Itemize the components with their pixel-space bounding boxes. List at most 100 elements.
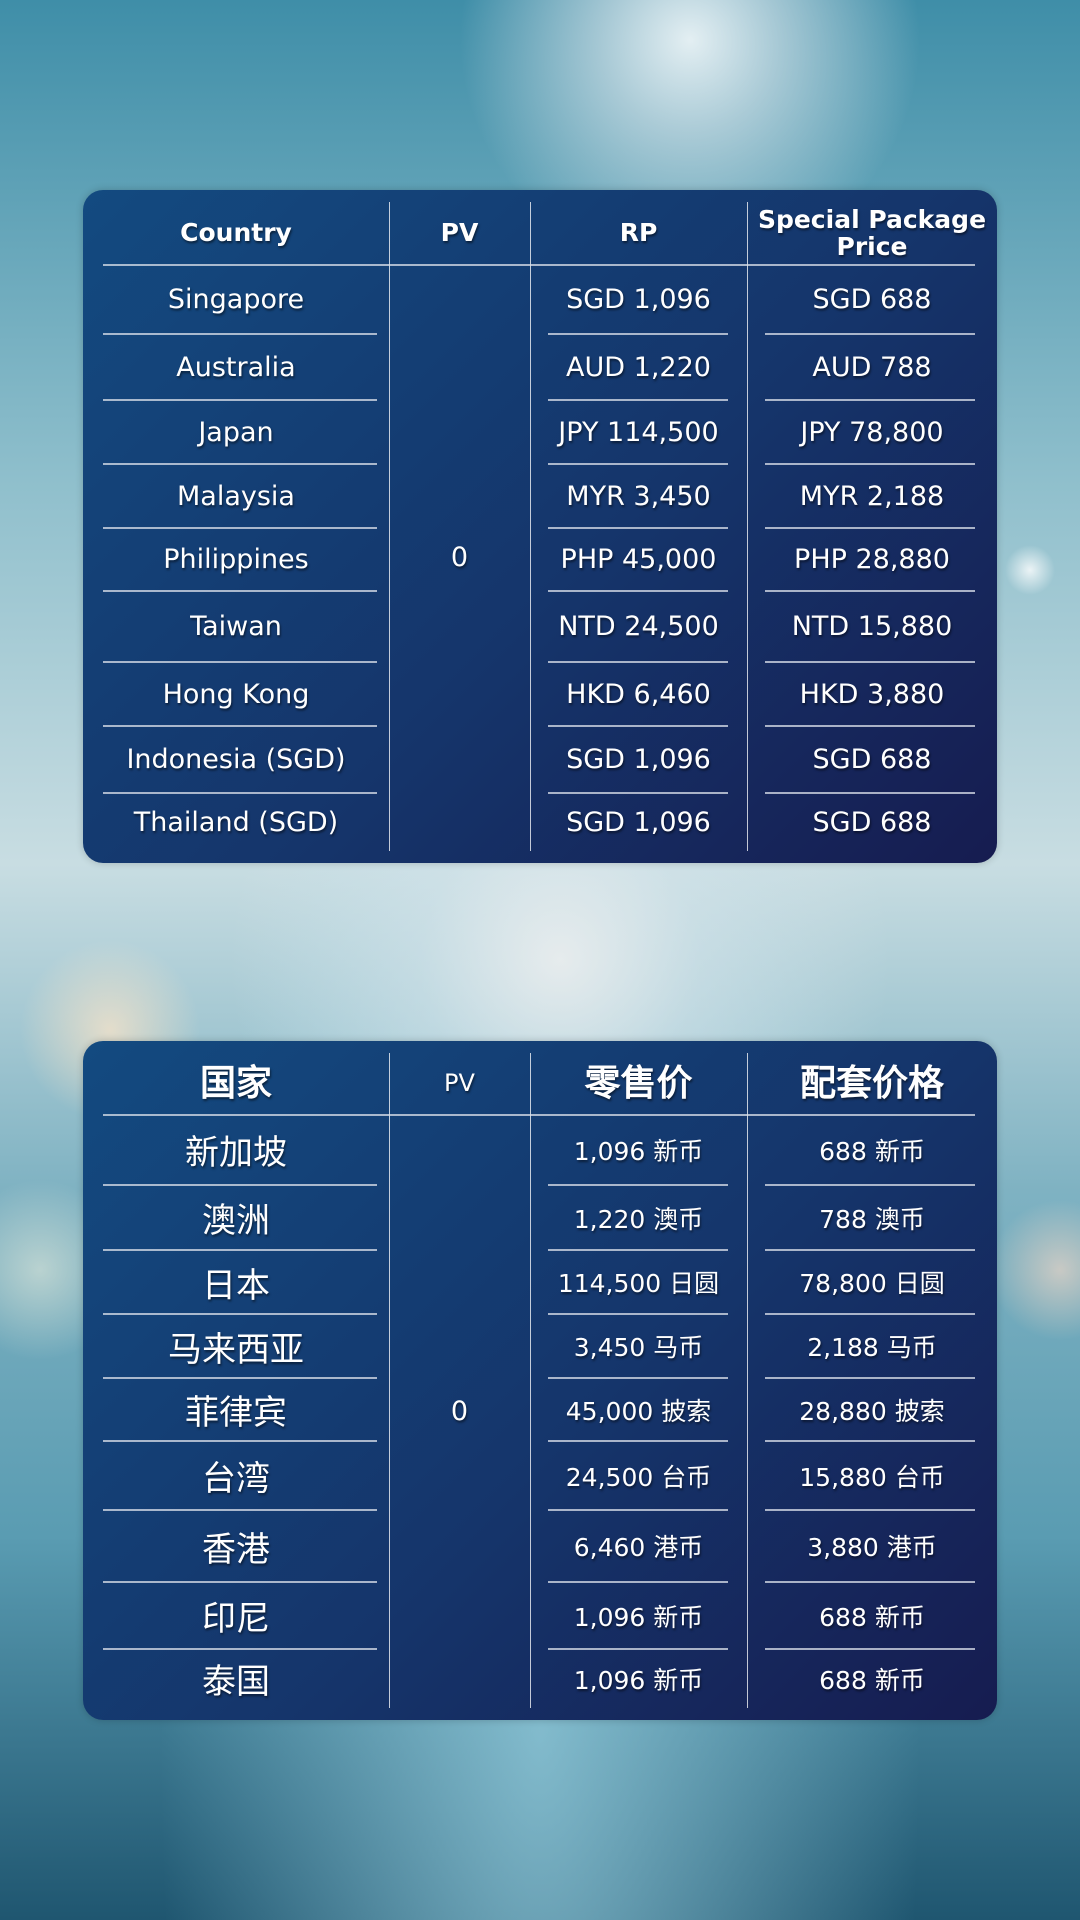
rp-cell: JPY 114,500 — [558, 416, 719, 448]
row-divider — [765, 1184, 975, 1186]
special-package-price-cell: 788 澳币 — [819, 1204, 925, 1234]
special-package-price-cell: 78,800 日圆 — [799, 1269, 945, 1298]
row-divider — [103, 1440, 377, 1442]
header-country: Country — [180, 218, 292, 248]
country-cell: Japan — [198, 416, 274, 448]
column-divider — [747, 202, 748, 851]
country-cell: 香港 — [202, 1529, 270, 1570]
country-cell: Hong Kong — [162, 678, 310, 710]
row-divider — [548, 1249, 728, 1251]
pv-value: 0 — [450, 1395, 469, 1427]
row-divider — [765, 333, 975, 335]
special-package-price-cell: NTD 15,880 — [791, 611, 953, 642]
header-pv: PV — [440, 218, 479, 248]
row-divider — [103, 590, 377, 592]
special-package-price-cell: SGD 688 — [812, 806, 932, 838]
column-divider — [389, 202, 390, 851]
row-divider — [548, 1509, 728, 1511]
special-package-price-cell: 688 新币 — [819, 1602, 925, 1632]
row-divider — [765, 1509, 975, 1511]
country-cell: Thailand (SGD) — [133, 806, 339, 838]
special-package-price-cell: JPY 78,800 — [800, 416, 944, 448]
country-cell: 新加坡 — [185, 1133, 287, 1173]
row-divider — [548, 527, 728, 529]
row-divider — [548, 792, 728, 794]
column-divider — [747, 1053, 748, 1708]
header-country: 国家 — [199, 1062, 272, 1104]
table-row: Japan JPY 114,500 JPY 78,800 — [83, 400, 997, 465]
row-divider — [548, 1184, 728, 1186]
table-row: Singapore SGD 1,096 SGD 688 — [83, 264, 997, 335]
special-package-price-cell: 3,880 港币 — [807, 1533, 937, 1562]
country-cell: 日本 — [202, 1265, 270, 1306]
special-package-price-cell: 2,188 马币 — [807, 1333, 937, 1362]
row-divider — [548, 1377, 728, 1379]
rp-cell: SGD 1,096 — [566, 744, 711, 775]
row-divider — [765, 792, 975, 794]
header-pv: PV — [444, 1069, 475, 1098]
country-cell: Malaysia — [177, 480, 295, 512]
header-rp: 零售价 — [584, 1062, 693, 1104]
row-divider — [548, 1648, 728, 1650]
special-package-price-cell: 688 新币 — [819, 1665, 925, 1695]
column-divider — [389, 1053, 390, 1708]
table-row: Taiwan NTD 24,500 NTD 15,880 — [83, 591, 997, 663]
header-divider — [103, 1114, 975, 1116]
row-divider — [548, 463, 728, 465]
rp-cell: 1,220 澳币 — [573, 1204, 704, 1234]
special-package-price-cell: 688 新币 — [819, 1136, 925, 1166]
row-divider — [103, 1648, 377, 1650]
pv-value: 0 — [450, 542, 469, 573]
table-row: Philippines PHP 45,000 PHP 28,880 — [83, 528, 997, 592]
rp-cell: PHP 45,000 — [560, 544, 717, 575]
special-package-price-cell: MYR 2,188 — [799, 480, 945, 512]
row-divider — [103, 1509, 377, 1511]
row-divider — [765, 1440, 975, 1442]
row-divider — [765, 1377, 975, 1379]
country-cell: 印尼 — [202, 1599, 270, 1639]
row-divider — [103, 725, 377, 727]
table-row: 印尼 1,096 新币 688 新币 — [83, 1582, 997, 1650]
row-divider — [765, 1249, 975, 1251]
country-cell: Taiwan — [190, 611, 282, 642]
special-package-price-cell: SGD 688 — [812, 283, 932, 315]
row-divider — [103, 1581, 377, 1583]
row-divider — [765, 1581, 975, 1583]
country-cell: 菲律宾 — [185, 1393, 287, 1433]
english-price-table: Country PV RP Special Package Price Singapor… — [83, 190, 997, 863]
row-divider — [765, 590, 975, 592]
header-rp: RP — [619, 218, 658, 248]
table-row: Australia AUD 1,220 AUD 788 — [83, 334, 997, 401]
rp-cell: 1,096 新币 — [573, 1602, 704, 1632]
country-cell: Indonesia (SGD) — [126, 744, 346, 775]
row-divider — [765, 1313, 975, 1315]
special-package-price-cell: 28,880 披索 — [799, 1396, 945, 1426]
table-row: 日本 114,500 日圆 78,800 日圆 — [83, 1250, 997, 1315]
country-cell: Philippines — [163, 544, 309, 575]
table-row: Hong Kong HKD 6,460 HKD 3,880 — [83, 662, 997, 727]
row-divider — [548, 333, 728, 335]
country-cell: 澳洲 — [202, 1201, 270, 1241]
chinese-price-table: 国家 PV 零售价 配套价格 新加坡 1,096 新币 688 新币 澳洲 1,220 澳币 78… — [83, 1041, 997, 1720]
country-cell: Singapore — [167, 283, 305, 315]
special-package-price-cell: 15,880 台币 — [799, 1462, 945, 1492]
row-divider — [548, 661, 728, 663]
row-divider — [765, 463, 975, 465]
header-special-package-price: Special Package Price — [757, 204, 987, 261]
row-divider — [103, 527, 377, 529]
rp-cell: MYR 3,450 — [566, 480, 711, 512]
rp-cell: 3,450 马币 — [573, 1333, 704, 1362]
rp-cell: 24,500 台币 — [565, 1462, 712, 1492]
row-divider — [103, 1184, 377, 1186]
rp-cell: 6,460 港币 — [573, 1533, 704, 1562]
special-package-price-cell: PHP 28,880 — [794, 544, 950, 575]
row-divider — [548, 1313, 728, 1315]
country-cell: 泰国 — [202, 1662, 270, 1702]
column-divider — [530, 202, 531, 851]
special-package-price-cell: HKD 3,880 — [799, 678, 945, 710]
table-row: 泰国 1,096 新币 688 新币 — [83, 1649, 997, 1708]
row-divider — [765, 399, 975, 401]
row-divider — [103, 1249, 377, 1251]
rp-cell: SGD 1,096 — [566, 283, 711, 315]
row-divider — [548, 1440, 728, 1442]
